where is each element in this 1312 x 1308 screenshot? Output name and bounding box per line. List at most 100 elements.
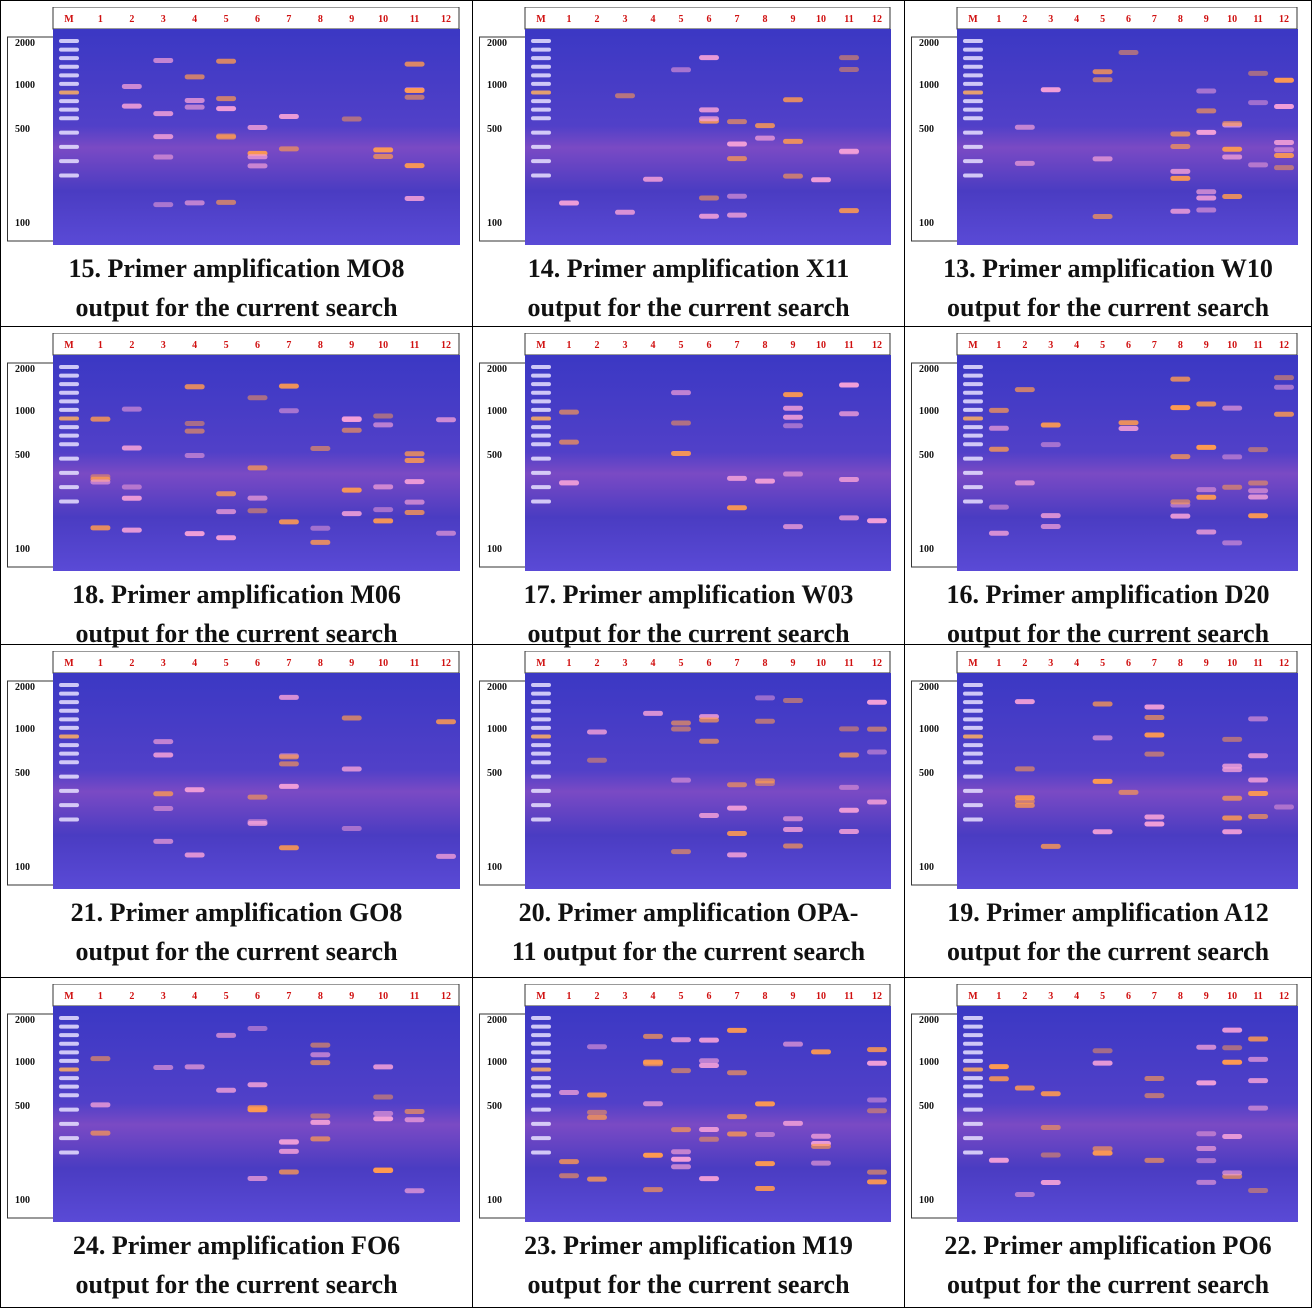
lane-label: 10 [1227,340,1237,351]
lane-label: 8 [318,340,323,351]
band [643,176,663,182]
ladder-label: 2000 [919,364,939,375]
caption-line: 24. Primer amplification FO6 [72,1231,401,1260]
band [1248,162,1269,168]
band [727,119,747,125]
lane-label: 3 [623,340,628,351]
band [783,697,803,703]
band [373,153,394,159]
band [1040,1152,1061,1158]
ladder-label: 100 [919,862,934,873]
ladder-band [531,382,551,387]
ladder-band [531,1076,551,1081]
band [404,479,425,485]
ladder-band [531,47,551,52]
ladder-band [59,1121,79,1126]
caption-line: 16. Primer amplification D20 [946,580,1270,609]
band [699,1136,719,1142]
band [1222,484,1243,490]
band [216,509,237,515]
lane-label: 9 [349,14,354,25]
ladder-band [59,56,79,61]
band [1248,488,1269,494]
ladder-band [531,116,551,121]
band [783,843,803,849]
ladder-band [531,107,551,112]
ladder-label: 2000 [487,364,507,375]
band [811,1049,831,1055]
ladder-band [59,470,79,475]
lane-label: 12 [872,14,882,25]
band [341,715,362,721]
band [783,1120,803,1126]
band [671,450,691,456]
ladder-band [531,1150,551,1155]
band [1274,165,1294,171]
lane-label: 5 [224,14,229,25]
band [278,408,299,414]
ladder-band [963,1150,983,1155]
band [811,1133,831,1139]
band [671,390,691,396]
lane-label: 6 [707,658,712,669]
caption: 13. Primer amplification W10 output for t… [905,249,1311,327]
band [153,1065,174,1071]
band [587,1114,607,1120]
lane-label: 8 [1178,340,1183,351]
band [755,478,775,484]
ladder-strip [7,1013,54,1219]
band [1170,143,1191,149]
band [153,752,174,758]
ladder-band [531,470,551,475]
band [1014,699,1035,705]
band [1092,1146,1113,1152]
band [727,1114,747,1120]
lane-label: 9 [1204,14,1209,25]
ladder-band [531,700,551,705]
lane-label: 2 [595,14,600,25]
lane-label: 11 [410,991,419,1002]
band [839,382,859,388]
ladder-band [531,159,551,164]
band [278,1139,299,1145]
lane-label: 3 [623,14,628,25]
band [755,718,775,724]
lane-label: 2 [595,340,600,351]
lane-label: 4 [1074,14,1079,25]
lane-label: 3 [1048,14,1053,25]
band [1014,766,1035,772]
band [1144,704,1165,710]
band [1144,1076,1165,1082]
ladder-band [963,751,983,756]
ladder-label: 500 [919,450,934,461]
band [1196,88,1217,94]
lane-label: 4 [651,14,656,25]
caption-line: output for the current search [75,1270,398,1299]
lane-label: 12 [441,14,451,25]
band [867,726,887,732]
band [184,74,205,80]
ladder-band [963,760,983,765]
ladder-band [963,1084,983,1089]
band [988,1076,1009,1082]
ladder-band [963,1033,983,1038]
band [247,163,268,169]
ladder-label: 1000 [487,406,507,417]
ladder-label: 1000 [487,724,507,735]
band [373,422,394,428]
panel: M 1 2 3 4 5 6 7 8 9 10 11 12 2000 1000 500 100 17. Primer… [473,327,905,648]
band [1274,384,1294,390]
ladder-band [531,64,551,69]
band [839,828,859,834]
lane-label: 12 [441,658,451,669]
ladder-strip [911,362,958,568]
band [1222,1170,1243,1176]
lane-label: 11 [410,14,419,25]
panel: M 1 2 3 4 5 6 7 8 9 10 11 12 2000 1000 500 100 13. Primer… [905,0,1312,327]
lane-label: M [968,658,978,669]
band [839,66,859,72]
ladder-band [963,425,983,430]
band [1144,732,1165,738]
band [1196,487,1217,493]
